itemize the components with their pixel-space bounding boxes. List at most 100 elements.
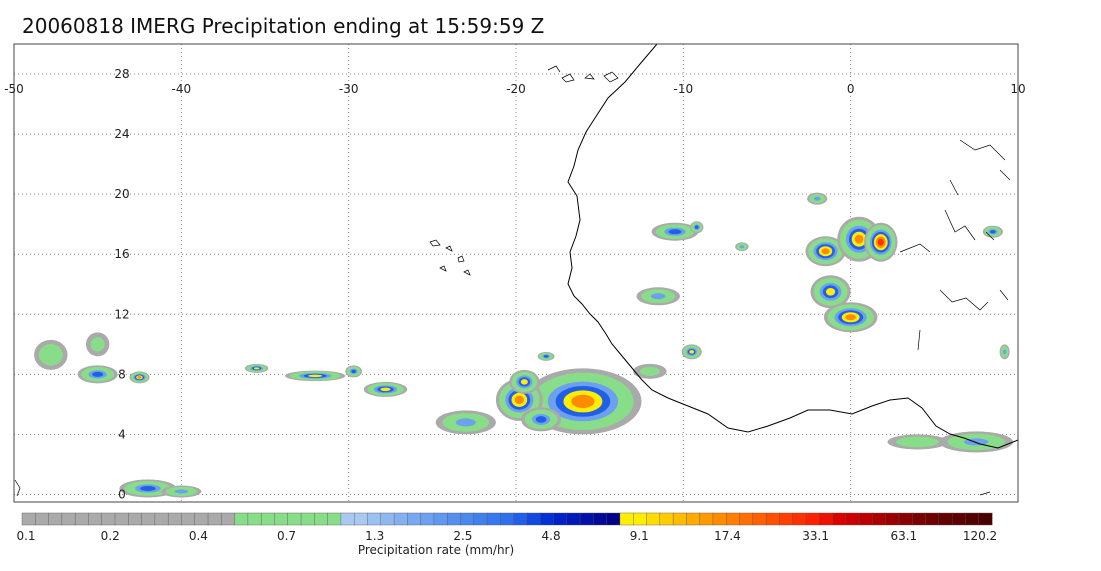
colorbar-swatch [460, 512, 475, 526]
precip-cell [285, 370, 346, 382]
precip-contour [455, 418, 476, 427]
colorbar-tick-label: 33.1 [802, 529, 829, 543]
colorbar-swatch [447, 512, 461, 526]
precip-cell [651, 222, 699, 241]
colorbar [21, 512, 993, 526]
longitude-labels: -50 -40 -30 -20 -10 0 10 [4, 82, 1025, 96]
colorbar-swatch [380, 512, 395, 526]
colorbar-swatch [141, 512, 156, 526]
colorbar-swatch [699, 512, 714, 526]
precip-contour [877, 238, 884, 246]
colorbar-tick-label: 17.4 [714, 529, 741, 543]
colorbar-swatch [726, 512, 741, 526]
precip-cell [887, 434, 948, 450]
precip-cell [521, 407, 562, 432]
lat-tick-label: 20 [114, 187, 129, 201]
colorbar-swatch [553, 512, 568, 526]
colorbar-swatch [154, 512, 169, 526]
precip-cell [435, 410, 496, 435]
colorbar-swatch [128, 512, 143, 526]
colorbar-swatch [872, 512, 887, 526]
precip-cell [735, 242, 749, 252]
lat-tick-label: 12 [114, 307, 129, 321]
precip-cell [807, 192, 828, 205]
precip-cell [345, 365, 363, 378]
lat-tick-label: 8 [118, 367, 126, 381]
precip-contour [821, 248, 830, 255]
precip-contour [571, 394, 595, 408]
colorbar-swatch [951, 512, 966, 526]
precip-contour [694, 225, 699, 229]
colorbar-swatch [407, 512, 422, 526]
lat-tick-label: 24 [114, 127, 129, 141]
coastline [14, 44, 1018, 497]
colorbar-tick-label: 63.1 [890, 529, 917, 543]
lon-tick-label: -10 [674, 82, 694, 96]
precip-cell [509, 369, 540, 394]
colorbar-swatch [832, 512, 847, 526]
colorbar-swatch [114, 512, 129, 526]
colorbar-swatch [606, 512, 621, 526]
colorbar-swatch [167, 512, 182, 526]
colorbar-swatch [965, 512, 980, 526]
precip-cell [805, 236, 846, 267]
colorbar-swatch [21, 512, 36, 526]
precip-contour [689, 350, 695, 354]
precip-contour [825, 287, 836, 296]
colorbar-swatch [593, 512, 608, 526]
colorbar-swatch [978, 512, 993, 526]
colorbar-swatch [659, 512, 674, 526]
colorbar-swatch [300, 512, 315, 526]
precip-contour [351, 369, 356, 373]
map-gridlines [13, 44, 1019, 502]
precip-contour [650, 293, 666, 300]
colorbar-swatch [925, 512, 940, 526]
precip-contour [845, 314, 857, 321]
precip-contour [739, 245, 745, 249]
colorbar-tick-label: 0.2 [101, 529, 120, 543]
precip-cell [633, 363, 667, 379]
precip-contour [380, 387, 391, 392]
precip-cell [537, 351, 555, 361]
colorbar-swatch [274, 512, 289, 526]
colorbar-swatch [540, 512, 555, 526]
precipitation-field [34, 192, 1013, 498]
precip-cell [129, 371, 150, 384]
colorbar-swatch [101, 512, 116, 526]
precip-contour [813, 196, 821, 201]
precip-contour [904, 438, 931, 446]
colorbar-swatch [792, 512, 807, 526]
lon-tick-label: 10 [1010, 82, 1025, 96]
precip-contour [137, 376, 142, 379]
colorbar-swatch [579, 512, 594, 526]
colorbar-swatch [340, 512, 355, 526]
precip-cell [161, 485, 202, 498]
colorbar-tick-label: 0.1 [16, 529, 35, 543]
lon-tick-label: -40 [172, 82, 192, 96]
colorbar-swatch [486, 512, 501, 526]
colorbar-swatch [260, 512, 275, 526]
precip-cell [810, 275, 851, 309]
precip-contour [1002, 349, 1007, 355]
colorbar-swatch [646, 512, 661, 526]
lat-tick-label: 28 [114, 67, 129, 81]
colorbar-swatch [513, 512, 528, 526]
colorbar-swatch [619, 512, 634, 526]
colorbar-swatch [526, 512, 541, 526]
precip-contour [520, 379, 528, 385]
precip-cell [636, 287, 680, 306]
colorbar-swatch [393, 512, 408, 526]
precip-contour [535, 416, 547, 423]
colorbar-swatch [314, 512, 329, 526]
colorbar-tick-label: 0.4 [189, 529, 208, 543]
lat-tick-label: 16 [114, 247, 129, 261]
precip-contour [92, 371, 104, 377]
colorbar-swatch [779, 512, 794, 526]
colorbar-labels: 0.1 0.2 0.4 0.7 1.3 2.5 4.8 9.1 17.4 33.1 63.1 120.… [16, 529, 997, 543]
colorbar-swatch [35, 512, 50, 526]
precip-cell [363, 381, 408, 397]
colorbar-swatch [327, 512, 342, 526]
colorbar-swatch [367, 512, 382, 526]
precip-contour [990, 230, 996, 234]
